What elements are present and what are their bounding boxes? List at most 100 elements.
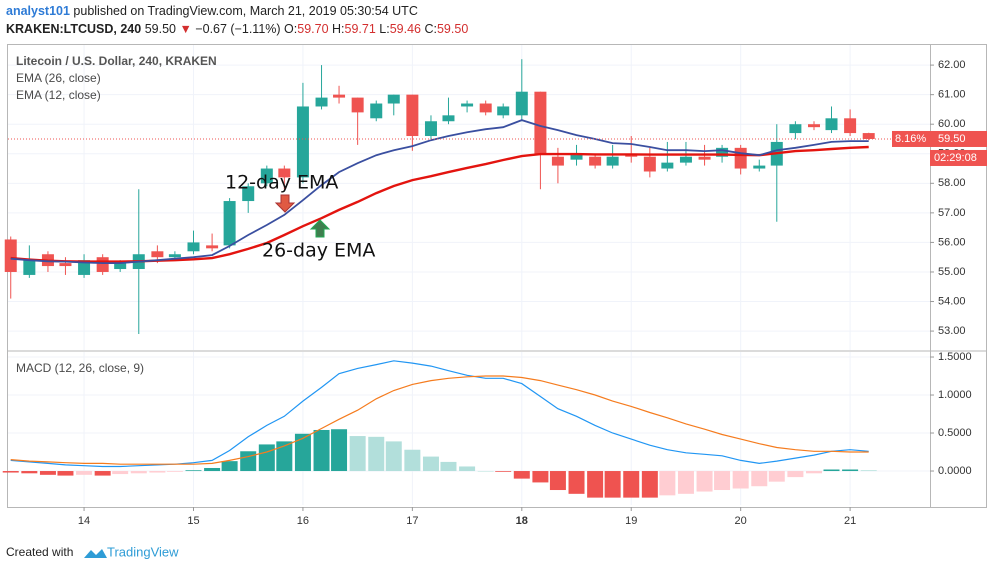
histogram-bar	[422, 456, 439, 472]
histogram-bar	[787, 471, 804, 478]
x-tick-label: 17	[406, 515, 418, 527]
candle-body	[479, 103, 492, 113]
annotation: 26-day EMA	[262, 240, 375, 262]
y-tick-label: 57.00	[938, 207, 966, 219]
ohlc-label: O:	[284, 22, 297, 36]
histogram-bar	[130, 471, 147, 474]
histogram-bar	[587, 471, 604, 498]
author[interactable]: analyst101	[6, 4, 70, 18]
histogram-bar	[440, 461, 457, 472]
ohlc-value: 59.46	[390, 22, 421, 36]
histogram-bar	[368, 436, 385, 472]
candle-body	[424, 121, 437, 137]
candle-body	[206, 245, 219, 249]
histogram-bar	[823, 469, 840, 472]
x-tick-label: 18	[516, 515, 528, 527]
histogram-bar	[805, 471, 822, 474]
y-tick-label: 1.0000	[938, 389, 972, 401]
histogram-bar	[112, 471, 129, 475]
histogram-bar	[714, 471, 731, 491]
histogram-bar	[477, 471, 494, 472]
histogram-bar	[732, 471, 749, 489]
candle-body	[114, 263, 127, 270]
candle-body	[551, 156, 564, 166]
histogram-bar	[659, 471, 676, 496]
histogram-bar	[495, 471, 512, 472]
histogram-bar	[240, 451, 257, 472]
histogram-bar	[677, 471, 694, 494]
ohlc-value: 59.71	[345, 22, 376, 36]
legend-entry: EMA (26, close)	[16, 71, 101, 85]
last-price-box	[930, 130, 987, 147]
ohlc-label: H:	[332, 22, 345, 36]
histogram-bar	[76, 471, 93, 475]
macd-line	[10, 375, 869, 465]
x-tick-label: 16	[297, 515, 309, 527]
y-tick-label: 53.00	[938, 325, 966, 337]
macd-line	[10, 360, 869, 468]
change-arrow: ▼	[179, 22, 191, 36]
histogram-bar	[349, 436, 366, 472]
candle-body	[807, 124, 820, 128]
footer-brand[interactable]: TradingView	[107, 544, 179, 559]
candle-body	[716, 147, 729, 157]
annotation: 12-day EMA	[225, 172, 338, 194]
candle-body	[260, 168, 273, 184]
histogram-bar	[258, 444, 275, 472]
histogram-bar	[276, 441, 293, 472]
histogram-bar	[166, 471, 183, 472]
symbol: KRAKEN:LTCUSD, 240	[6, 22, 141, 36]
histogram-bar	[331, 429, 348, 472]
candle-body	[23, 260, 36, 275]
x-tick-label: 14	[78, 515, 90, 527]
candle-body	[606, 156, 619, 166]
x-tick-label: 21	[844, 515, 856, 527]
candle-body	[4, 239, 17, 272]
countdown-box	[930, 149, 987, 166]
histogram-bar	[385, 441, 402, 472]
histogram-bar	[294, 433, 311, 472]
header-line: analyst101 published on TradingView.com,…	[6, 4, 418, 18]
histogram-bar	[221, 461, 238, 472]
logo	[84, 549, 107, 558]
last: 59.50	[145, 22, 176, 36]
histogram-bar	[623, 471, 640, 498]
histogram-bar	[57, 471, 74, 476]
candle-body	[59, 263, 72, 267]
y-tick-label: 60.00	[938, 118, 966, 130]
last-price-label: 59.50	[938, 133, 966, 145]
arrow-down	[274, 194, 296, 213]
candle-body	[661, 162, 674, 169]
candle-body	[862, 133, 875, 139]
candle-body	[223, 201, 236, 246]
candle-body	[734, 147, 747, 169]
histogram-bar	[313, 429, 330, 472]
y-tick-label: 54.00	[938, 295, 966, 307]
symbol-line: KRAKEN:LTCUSD, 240 59.50 ▼ −0.67 (−1.11%…	[6, 22, 468, 36]
candle-body	[78, 260, 91, 275]
candle-body	[461, 103, 474, 107]
candle-body	[315, 97, 328, 107]
candle-body	[515, 91, 528, 116]
candle-body	[643, 156, 656, 172]
candle-body	[278, 168, 291, 178]
candle-body	[168, 254, 181, 258]
ohlc-label: C:	[424, 22, 437, 36]
y-tick-label: 0.5000	[938, 427, 972, 439]
candle-body	[570, 153, 583, 160]
histogram-bar	[2, 471, 19, 473]
histogram-bar	[842, 469, 859, 472]
histogram-bar	[604, 471, 621, 498]
histogram-bar	[185, 470, 202, 472]
percent-box	[892, 130, 930, 147]
y-tick-label: 0.0000	[938, 465, 972, 477]
histogram-bar	[532, 471, 549, 483]
y-tick-label: 61.00	[938, 89, 966, 101]
histogram-bar	[94, 471, 111, 476]
candle-body	[333, 94, 346, 98]
candle-body	[96, 257, 109, 272]
histogram-bar	[204, 467, 221, 472]
candle-body	[370, 103, 383, 119]
histogram-bar	[860, 470, 877, 472]
